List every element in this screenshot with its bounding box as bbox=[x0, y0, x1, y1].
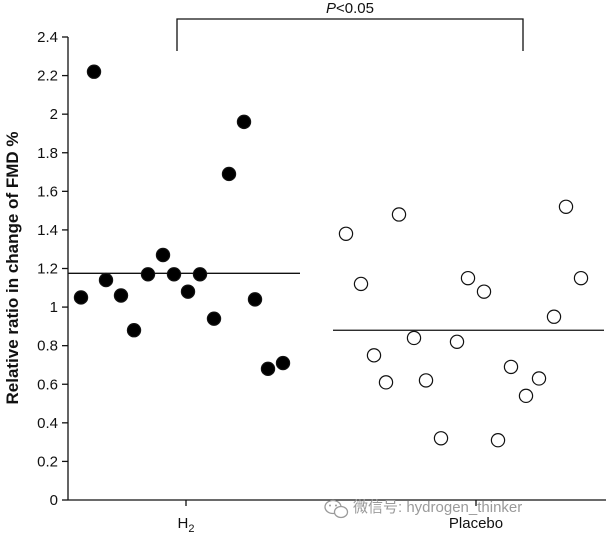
category-label-placebo: Placebo bbox=[449, 515, 503, 532]
y-tick-label: 0 bbox=[50, 492, 58, 509]
y-tick-label: 1.6 bbox=[37, 183, 58, 200]
y-tick-label: 1.4 bbox=[37, 222, 58, 239]
placebo-data-point bbox=[449, 334, 465, 350]
wechat-icon bbox=[324, 499, 349, 519]
h2-data-point bbox=[192, 267, 208, 282]
placebo-data-point bbox=[518, 388, 534, 404]
placebo-data-point bbox=[391, 207, 407, 222]
h2-data-point bbox=[180, 284, 196, 299]
mean-lines bbox=[68, 272, 604, 331]
placebo-data-point bbox=[406, 330, 422, 346]
placebo-data-point bbox=[418, 373, 434, 388]
y-tick-label: 0.6 bbox=[37, 376, 58, 393]
h2-data-point bbox=[155, 247, 171, 263]
placebo-data-point bbox=[366, 348, 382, 363]
watermark: 微信号: hydrogen_thinker bbox=[324, 499, 522, 519]
x-axis: H2 Placebo bbox=[68, 499, 606, 535]
p-value-label: P<0.05 bbox=[326, 0, 374, 17]
watermark-text: 微信号: hydrogen_thinker bbox=[353, 499, 522, 516]
h2-data-point bbox=[98, 272, 114, 288]
y-axis: 0 0.2 0.4 0.6 0.8 1 1.2 1.4 1.6 1.8 2 2.2 2.4 bbox=[37, 29, 69, 509]
y-tick-label: 2.2 bbox=[37, 68, 58, 85]
data-points bbox=[73, 64, 589, 448]
significance-bracket: P<0.05 bbox=[176, 0, 524, 51]
h2-data-point bbox=[166, 267, 182, 282]
placebo-data-point bbox=[531, 371, 547, 386]
h2-data-point bbox=[126, 323, 142, 338]
y-tick-label: 0.2 bbox=[37, 453, 58, 470]
h2-data-point bbox=[206, 311, 222, 326]
placebo-data-point bbox=[378, 375, 394, 390]
placebo-data-point bbox=[476, 284, 492, 299]
y-tick-label: 1 bbox=[50, 299, 58, 316]
h2-data-point bbox=[113, 288, 129, 303]
y-tick-label: 2 bbox=[50, 106, 58, 123]
placebo-data-point bbox=[503, 359, 519, 375]
y-tick-label: 0.4 bbox=[37, 415, 58, 432]
y-axis-title: Relative ratio in change of FMD % bbox=[3, 132, 22, 405]
y-tick-label: 0.8 bbox=[37, 338, 58, 355]
h2-data-point bbox=[140, 267, 156, 282]
y-tick-label: 1.8 bbox=[37, 145, 58, 162]
h2-data-point bbox=[275, 355, 291, 371]
bracket-line bbox=[176, 18, 524, 51]
placebo-data-point bbox=[338, 226, 354, 241]
h2-data-point bbox=[236, 114, 252, 130]
placebo-data-point bbox=[353, 276, 369, 292]
h2-data-point bbox=[247, 292, 263, 307]
h2-data-point bbox=[86, 64, 102, 79]
placebo-data-point bbox=[546, 309, 562, 324]
y-tick-label: 2.4 bbox=[37, 29, 58, 46]
y-tick-label: 1.2 bbox=[37, 261, 58, 278]
h2-data-point bbox=[221, 166, 237, 182]
placebo-data-point bbox=[490, 432, 506, 448]
placebo-data-point bbox=[558, 199, 574, 214]
placebo-data-point bbox=[433, 431, 449, 446]
h2-data-point bbox=[260, 361, 276, 377]
placebo-data-point bbox=[573, 270, 589, 286]
category-label-h2: H2 bbox=[178, 515, 195, 535]
h2-data-point bbox=[73, 290, 89, 305]
placebo-data-point bbox=[460, 270, 476, 286]
